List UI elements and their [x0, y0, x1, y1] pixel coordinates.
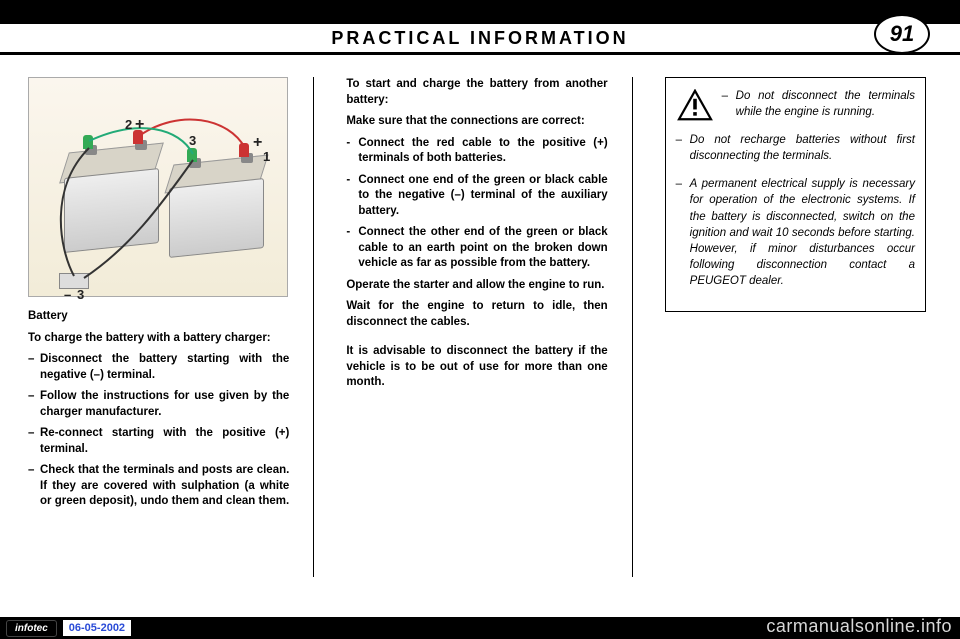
- warning-item: Do not disconnect the terminals while th…: [722, 88, 915, 120]
- header-rule-bottom: [0, 52, 960, 55]
- col-right: Do not disconnect the terminals while th…: [637, 77, 960, 617]
- col-divider-1: [313, 77, 314, 577]
- fig-minus: –: [64, 286, 71, 304]
- fig-label-1: 1: [263, 148, 270, 166]
- jumpstart-subtitle: To start and charge the battery from ano…: [346, 77, 607, 108]
- list-item: Follow the instructions for use given by…: [28, 389, 289, 420]
- warning-first-row: Do not disconnect the terminals while th…: [676, 88, 915, 132]
- warning-item: Do not recharge batteries without first …: [676, 132, 915, 164]
- top-black-bar: [0, 0, 960, 22]
- battery-heading: Battery: [28, 309, 289, 325]
- jumpstart-p3: It is advisable to disconnect the batter…: [346, 344, 607, 391]
- charger-subtitle: To charge the battery with a battery cha…: [28, 331, 289, 347]
- jumpstart-p2: Wait for the engine to return to idle, t…: [346, 299, 607, 330]
- list-item: Re-connect starting with the positive (+…: [28, 426, 289, 457]
- warning-item: A permanent electrical supply is necessa…: [676, 176, 915, 289]
- jumpstart-lead: Make sure that the connections are corre…: [346, 114, 607, 130]
- fig-label-3b: 3: [77, 286, 84, 304]
- fig-label-2: 2: [125, 116, 132, 134]
- fig-plus-b: +: [253, 132, 262, 154]
- col-divider-2: [632, 77, 633, 577]
- footer-date: 06-05-2002: [63, 620, 131, 636]
- charger-steps: Disconnect the battery starting with the…: [28, 352, 289, 510]
- fig-label-3: 3: [189, 132, 196, 150]
- list-item: Disconnect the battery starting with the…: [28, 352, 289, 383]
- warning-triangle-icon: [676, 88, 714, 122]
- list-item: Check that the terminals and posts are c…: [28, 463, 289, 510]
- col-left: 2 + 3 + 1 – 3 Battery To charge the batt…: [0, 77, 309, 617]
- content-columns: 2 + 3 + 1 – 3 Battery To charge the batt…: [0, 77, 960, 617]
- col-middle: To start and charge the battery from ano…: [318, 77, 627, 617]
- fig-plus-a: +: [135, 114, 144, 136]
- jumpstart-steps: Connect the red cable to the positive (+…: [346, 136, 607, 272]
- list-item: Connect the red cable to the positive (+…: [346, 136, 607, 167]
- list-item: Connect one end of the green or black ca…: [346, 173, 607, 220]
- page-number-badge: 91: [874, 14, 930, 54]
- manual-page: PRACTICAL INFORMATION 91: [0, 22, 960, 617]
- list-item: Connect the other end of the green or bl…: [346, 225, 607, 272]
- jumpstart-p1: Operate the starter and allow the engine…: [346, 278, 607, 294]
- page-title: PRACTICAL INFORMATION: [0, 28, 960, 49]
- watermark-text: carmanualsonline.info: [766, 616, 952, 637]
- warning-box: Do not disconnect the terminals while th…: [665, 77, 926, 312]
- header-rule-top: [0, 22, 960, 24]
- battery-jumpstart-figure: 2 + 3 + 1 – 3: [28, 77, 288, 297]
- cables-svg: [29, 78, 287, 296]
- infotec-badge: infotec: [6, 620, 57, 637]
